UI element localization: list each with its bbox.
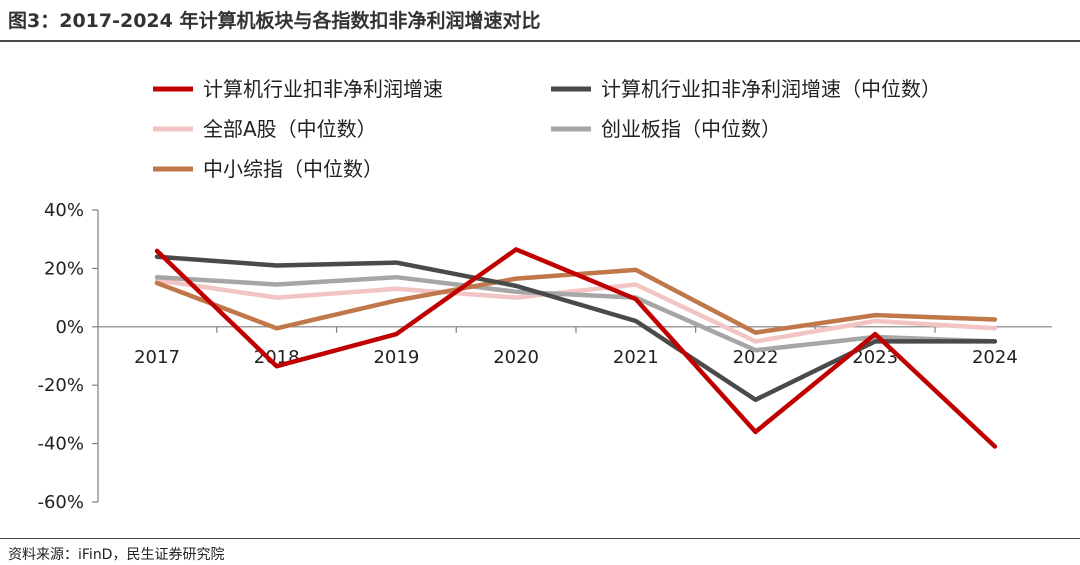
y-tick-label: -40% (37, 434, 84, 455)
series-line-1 (154, 247, 998, 449)
x-tick-label: 2024 (972, 347, 1018, 368)
figure-title: 图3：2017-2024 年计算机板块与各指数扣非净利润增速对比 (8, 10, 541, 32)
x-tick-label: 2017 (134, 347, 180, 368)
legend-label-1: 计算机行业扣非净利润增速 (203, 77, 443, 101)
y-tick-label: -60% (37, 492, 84, 513)
x-tick-label: 2020 (493, 347, 539, 368)
chart-axes: 40%20%0%-20%-40%-60%2017 2018 2019 2020 2021… (37, 200, 1052, 513)
legend-label-4: 创业板指（中位数） (601, 117, 781, 141)
title-divider (0, 40, 1080, 42)
x-tick-label: 2022 (733, 347, 779, 368)
y-tick-label: -20% (37, 375, 84, 396)
legend-label-2: 计算机行业扣非净利润增速（中位数） (601, 77, 941, 101)
source-note: 资料来源：iFinD，民生证券研究院 (8, 547, 225, 563)
line-chart: 计算机行业扣非净利润增速 计算机行业扣非净利润增速（中位数） 全部A股（中位数） 创业… (37, 77, 1052, 513)
legend-label-5: 中小综指（中位数） (203, 157, 383, 181)
y-tick-label: 40% (44, 200, 84, 221)
x-tick-label: 2023 (852, 347, 898, 368)
chart-series (154, 247, 998, 449)
y-tick-label: 20% (44, 258, 84, 279)
series-line-4 (154, 274, 998, 353)
x-tick-label: 2021 (613, 347, 659, 368)
legend-label-3: 全部A股（中位数） (203, 117, 377, 141)
chart-legend: 计算机行业扣非净利润增速 计算机行业扣非净利润增速（中位数） 全部A股（中位数） 创业… (153, 77, 941, 181)
footer-divider (0, 538, 1080, 539)
x-tick-label: 2019 (373, 347, 419, 368)
series-line-3 (154, 277, 998, 344)
y-tick-label: 0% (55, 317, 84, 338)
